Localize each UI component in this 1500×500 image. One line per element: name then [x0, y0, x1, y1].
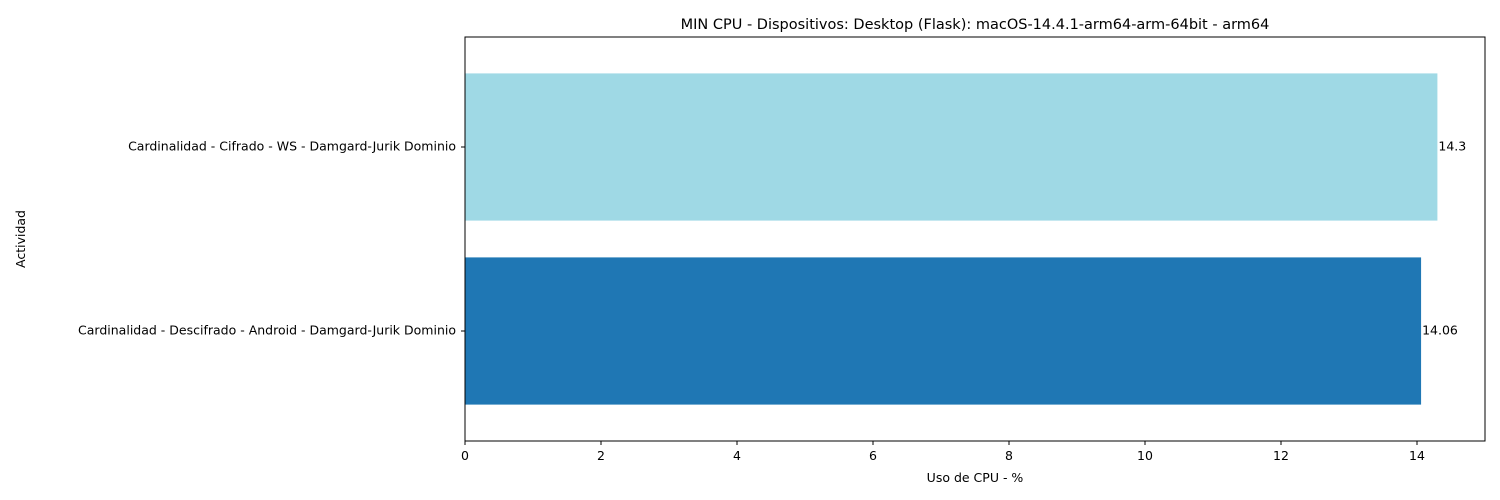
x-tick-label: 6 — [869, 448, 877, 463]
chart-title: MIN CPU - Dispositivos: Desktop (Flask):… — [681, 17, 1270, 33]
x-tick-label: 12 — [1273, 448, 1289, 463]
y-tick-label: Cardinalidad - Descifrado - Android - Da… — [78, 323, 456, 338]
x-tick-label: 14 — [1409, 448, 1425, 463]
bar-value-label: 14.3 — [1438, 139, 1466, 154]
bar — [465, 257, 1422, 405]
bar-value-label: 14.06 — [1422, 323, 1458, 338]
x-tick-label: 4 — [733, 448, 741, 463]
x-axis-label: Uso de CPU - % — [927, 470, 1024, 485]
x-tick-label: 10 — [1137, 448, 1153, 463]
bars-layer: 14.3 14.06 — [465, 73, 1466, 405]
x-tick-label: 8 — [1005, 448, 1013, 463]
y-axis-label: Actividad — [13, 210, 28, 268]
ticks-layer: Cardinalidad - Cifrado - WS - Damgard-Ju… — [78, 139, 1425, 464]
y-tick-label: Cardinalidad - Cifrado - WS - Damgard-Ju… — [128, 139, 456, 154]
x-tick-label: 0 — [461, 448, 469, 463]
bar — [465, 73, 1438, 221]
plot-frame — [464, 36, 1486, 442]
x-tick-label: 2 — [597, 448, 605, 463]
